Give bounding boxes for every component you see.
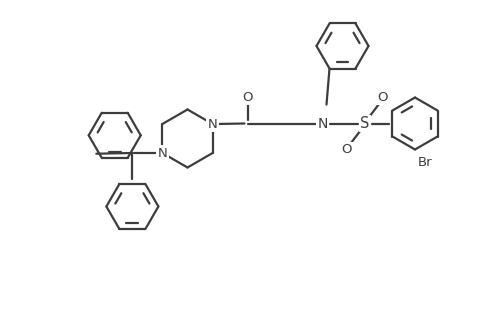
Text: O: O	[378, 91, 388, 104]
Text: N: N	[318, 116, 328, 130]
Text: N: N	[158, 146, 168, 159]
Text: N: N	[208, 117, 218, 130]
Text: O: O	[242, 91, 253, 104]
Text: O: O	[342, 143, 352, 156]
Text: Br: Br	[418, 156, 432, 169]
Text: S: S	[360, 116, 370, 131]
